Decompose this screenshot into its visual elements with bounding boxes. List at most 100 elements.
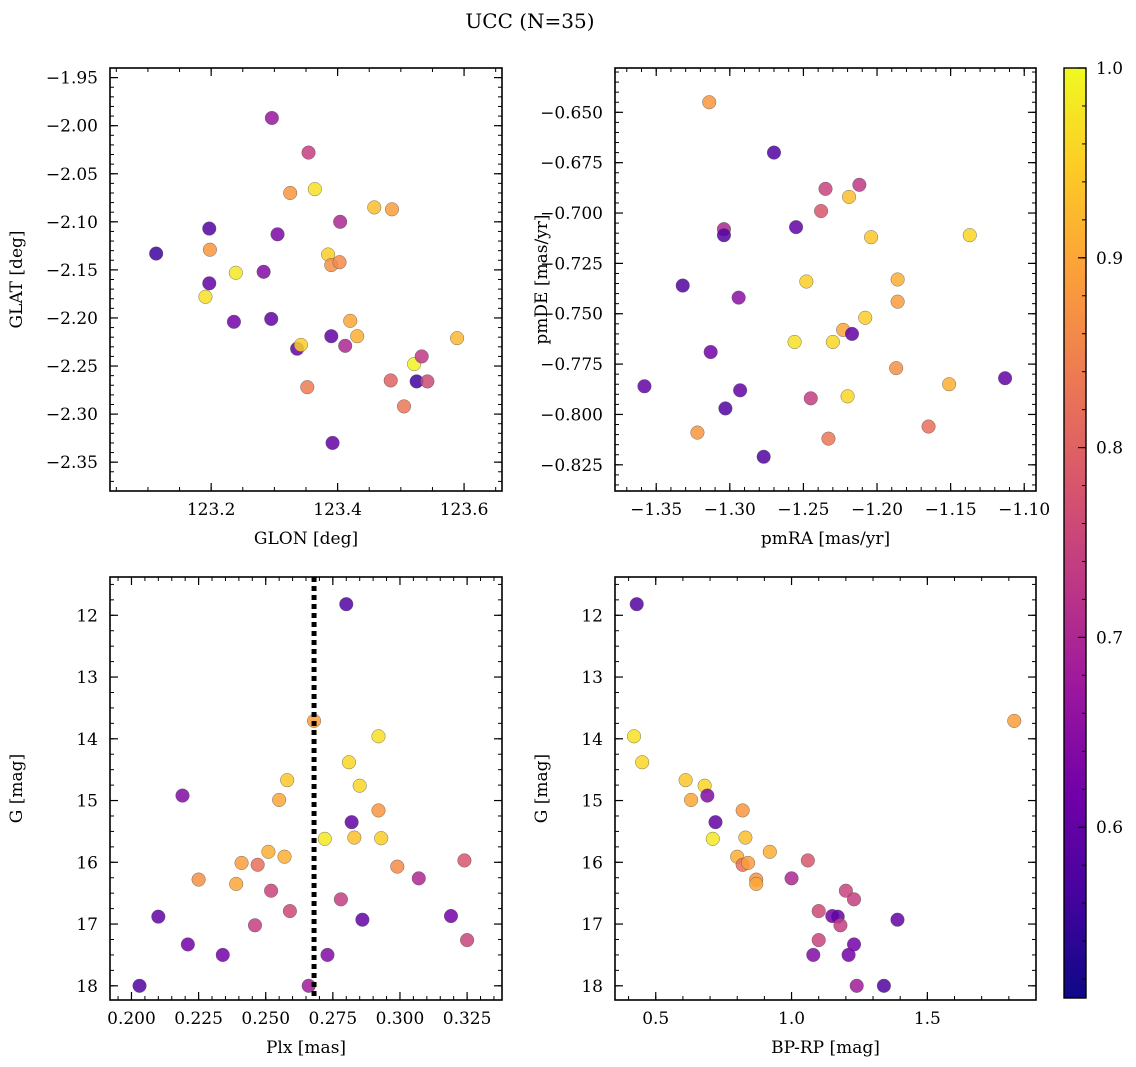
scatter-point: [198, 289, 213, 304]
scatter-point: [333, 214, 348, 229]
scatter-point: [234, 855, 249, 870]
colorbar-tick-label: 1.0: [1096, 59, 1123, 79]
plot-frame: [614, 67, 1037, 492]
scatter-point: [229, 876, 244, 891]
scatter-point: [789, 220, 804, 235]
scatter-point: [411, 871, 426, 886]
colorbar-gradient: [1063, 67, 1087, 999]
scatter-point: [678, 773, 693, 788]
colorbar: 0.6 0.7 0.8 0.9 1.0: [1063, 59, 1123, 999]
scatter-point: [332, 255, 347, 270]
scatter-point: [841, 947, 856, 962]
scatter-point: [821, 431, 836, 446]
scatter-point: [806, 947, 821, 962]
x-tick-label: 0.250: [241, 1009, 290, 1029]
scatter-point: [1007, 713, 1022, 728]
colorbar-tick-label: 0.7: [1096, 628, 1123, 648]
scatter-point: [889, 361, 904, 376]
scatter-point: [202, 242, 217, 257]
scatter-point: [367, 200, 382, 215]
scatter-point: [300, 380, 315, 395]
x-axis-label: BP-RP [mag]: [771, 1038, 880, 1058]
scatter-point: [825, 334, 840, 349]
scatter-point: [280, 773, 295, 788]
scatter-point: [443, 909, 458, 924]
y-tick-label: −0.750: [540, 305, 603, 325]
scatter-point: [175, 788, 190, 803]
y-tick-label: −2.00: [46, 117, 98, 137]
scatter-point: [272, 792, 287, 807]
x-tick-label: −1.10: [998, 500, 1050, 520]
x-tick-label: −1.35: [630, 500, 682, 520]
scatter-point: [847, 892, 862, 907]
scatter-point: [840, 389, 855, 404]
y-axis-label: G [mag]: [7, 754, 27, 823]
scatter-point: [132, 978, 147, 993]
scatter-point: [371, 803, 386, 818]
y-tick-label: −0.725: [540, 254, 603, 274]
x-tick-label: 123.2: [187, 500, 236, 520]
y-tick-label: 13: [581, 668, 603, 688]
scatter-point: [838, 883, 853, 898]
scatter-point: [355, 912, 370, 927]
scatter-point: [202, 221, 217, 236]
x-tick-label: −1.15: [925, 500, 977, 520]
scatter-point: [384, 202, 399, 217]
plot-frame: [109, 67, 503, 492]
x-axis-label: pmRA [mas/yr]: [761, 529, 890, 549]
scatter-point: [450, 331, 465, 346]
y-axis-label: pmDE [mas/yr]: [532, 214, 552, 344]
x-axis-label: GLON [deg]: [254, 529, 358, 549]
y-tick-label: 16: [76, 853, 98, 873]
panel-pmra-pmde: −1.35 −1.30 −1.25 −1.20 −1.15 −1.10 −0.825 −0.8…: [532, 67, 1050, 549]
y-tick-label: 18: [76, 977, 98, 997]
scatter-point: [833, 918, 848, 933]
y-tick-label: 17: [76, 915, 98, 935]
scatter-point: [844, 326, 859, 341]
x-tick-label: 0.325: [443, 1009, 492, 1029]
scatter-point: [414, 349, 429, 364]
scatter-point: [735, 803, 750, 818]
y-tick-label: −2.20: [46, 309, 98, 329]
scatter-point: [264, 883, 279, 898]
scatter-point: [818, 181, 833, 196]
scatter-point: [858, 310, 873, 325]
scatter-point: [390, 859, 405, 874]
y-tick-label: −0.650: [540, 103, 603, 123]
scatter-point: [690, 425, 705, 440]
scatter-point: [814, 204, 829, 219]
scatter-point: [708, 815, 723, 830]
y-tick-label: −2.30: [46, 405, 98, 425]
scatter-point: [675, 278, 690, 293]
scatter-point: [333, 892, 348, 907]
scatter-point: [703, 345, 718, 360]
panel-glon-glat: 123.2 123.4 123.6 −2.35 −2.30 −2.25 −2.20 −2.15…: [7, 67, 503, 549]
x-tick-label: 0.5: [642, 1009, 669, 1029]
y-tick-label: −0.800: [540, 405, 603, 425]
scatter-point: [849, 978, 864, 993]
scatter-point: [627, 729, 642, 744]
scatter-point: [317, 831, 332, 846]
scatter-point: [338, 338, 353, 353]
x-tick-label: 0.275: [309, 1009, 358, 1029]
scatter-point: [282, 904, 297, 919]
y-tick-label: 12: [76, 606, 98, 626]
scatter-point: [811, 933, 826, 948]
scatter-point: [339, 597, 354, 612]
scatter-point: [629, 597, 644, 612]
y-tick-label: −0.700: [540, 204, 603, 224]
y-tick-label: 15: [76, 792, 98, 812]
scatter-point: [890, 912, 905, 927]
y-tick-label: −2.25: [46, 357, 98, 377]
scatter-point: [215, 947, 230, 962]
scatter-point: [457, 853, 472, 868]
scatter-point: [151, 909, 166, 924]
x-tick-label: 1.5: [914, 1009, 941, 1029]
y-tick-label: 12: [581, 606, 603, 626]
scatter-point: [352, 778, 367, 793]
plot-frame: [614, 576, 1037, 1001]
scatter-point: [247, 918, 262, 933]
scatter-point: [324, 329, 339, 344]
scatter-point: [226, 314, 241, 329]
